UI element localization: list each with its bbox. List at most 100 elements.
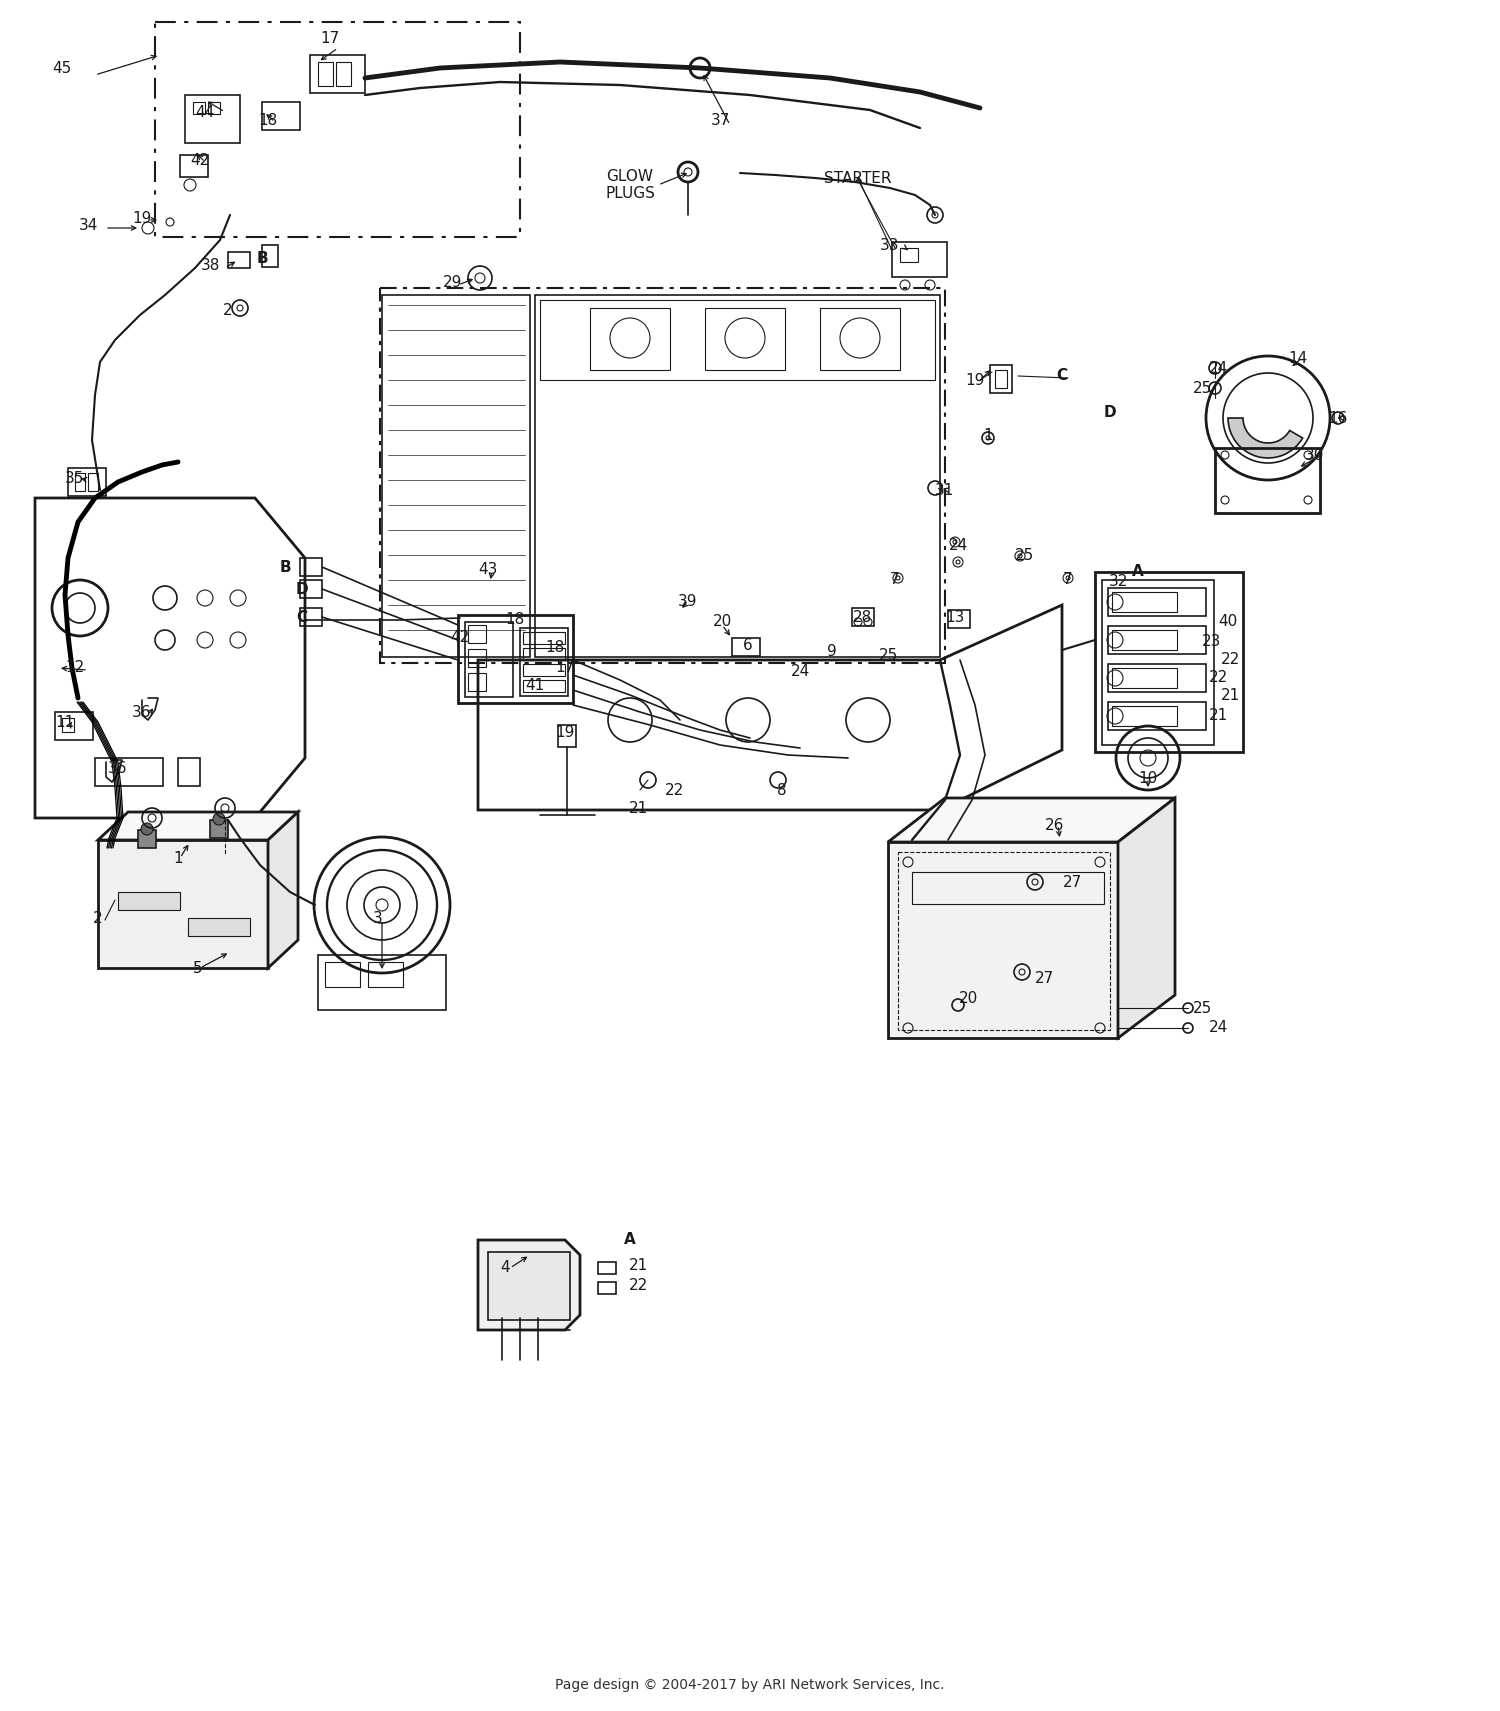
Bar	[75, 472, 86, 491]
Bar	[990, 364, 1012, 394]
Bar	[898, 852, 1110, 1030]
Text: 18: 18	[506, 613, 525, 628]
Polygon shape	[268, 813, 298, 968]
Bar	[300, 607, 322, 626]
Bar	[228, 252, 251, 269]
Bar	[1108, 626, 1206, 654]
Bar	[178, 758, 200, 785]
Text: 24: 24	[1209, 1020, 1227, 1035]
Text: STARTER: STARTER	[825, 171, 891, 185]
Text: 34: 34	[78, 217, 98, 233]
Bar	[590, 308, 670, 370]
Text: 38: 38	[201, 257, 219, 272]
Text: 8: 8	[777, 782, 788, 797]
Bar	[262, 245, 278, 267]
Bar	[118, 891, 180, 910]
Text: 4: 4	[500, 1261, 510, 1275]
Polygon shape	[888, 797, 1174, 842]
Bar	[732, 638, 760, 655]
Text: 21: 21	[628, 1258, 648, 1273]
Bar	[194, 103, 206, 115]
Text: 39: 39	[678, 594, 698, 609]
Text: 23: 23	[1203, 635, 1221, 650]
Text: 27: 27	[1062, 874, 1082, 890]
Bar	[524, 679, 566, 691]
Bar	[558, 725, 576, 748]
Polygon shape	[888, 842, 1118, 1039]
Text: 7: 7	[890, 573, 900, 587]
Text: 45: 45	[53, 60, 72, 75]
Text: B: B	[279, 561, 291, 575]
Bar	[1108, 664, 1206, 691]
Text: 42: 42	[190, 152, 210, 168]
Bar	[310, 55, 364, 92]
Text: 19: 19	[132, 210, 152, 226]
Bar	[210, 820, 228, 838]
Text: 22: 22	[1221, 652, 1239, 667]
Bar	[598, 1263, 616, 1275]
Bar	[94, 758, 164, 785]
Bar	[180, 156, 209, 176]
Text: 30: 30	[1305, 448, 1324, 462]
Text: 12: 12	[66, 660, 84, 676]
Text: 41: 41	[525, 678, 544, 693]
Text: 24: 24	[948, 537, 968, 553]
Circle shape	[141, 823, 153, 835]
Bar	[598, 1282, 616, 1294]
Bar	[524, 631, 566, 643]
Bar	[468, 672, 486, 691]
Bar	[300, 580, 322, 599]
Text: 21: 21	[1209, 708, 1227, 722]
Text: C: C	[297, 611, 307, 626]
Text: 14: 14	[1288, 351, 1308, 366]
Bar	[468, 648, 486, 667]
Text: 37: 37	[711, 113, 729, 128]
Bar	[56, 712, 93, 739]
Text: 42: 42	[450, 630, 470, 645]
Text: 3: 3	[374, 910, 382, 926]
Bar	[318, 62, 333, 86]
Text: 35: 35	[66, 471, 84, 486]
Bar	[852, 607, 874, 626]
Text: B: B	[256, 250, 268, 265]
Bar	[1108, 702, 1206, 731]
Text: D: D	[1104, 404, 1116, 419]
Bar	[994, 370, 1006, 388]
Bar	[900, 248, 918, 262]
Text: 18: 18	[258, 113, 278, 128]
Text: C: C	[1056, 368, 1068, 383]
Text: 22: 22	[666, 782, 684, 797]
Polygon shape	[1118, 797, 1174, 1039]
Text: 2: 2	[224, 303, 232, 318]
Text: 19: 19	[555, 724, 574, 739]
Text: 9: 9	[827, 645, 837, 659]
Text: 16: 16	[1329, 411, 1347, 426]
Bar	[948, 611, 970, 628]
Bar	[68, 469, 106, 496]
Bar	[892, 241, 946, 277]
Bar	[300, 558, 322, 577]
Bar	[821, 308, 900, 370]
Text: GLOW
PLUGS: GLOW PLUGS	[604, 169, 656, 202]
Bar	[318, 955, 446, 1009]
Text: 36: 36	[108, 760, 128, 775]
Text: 27: 27	[1035, 970, 1054, 986]
Polygon shape	[98, 840, 268, 968]
Text: A: A	[624, 1232, 636, 1247]
Bar	[1215, 448, 1320, 513]
Text: 25: 25	[879, 647, 897, 662]
Text: D: D	[296, 582, 309, 597]
Bar	[382, 294, 530, 657]
Text: 2: 2	[93, 910, 104, 926]
Text: 20: 20	[958, 991, 978, 1006]
Text: 29: 29	[444, 274, 462, 289]
Bar	[540, 299, 934, 380]
Text: 22: 22	[1209, 671, 1227, 686]
Text: 22: 22	[628, 1278, 648, 1292]
Bar	[520, 628, 568, 696]
Text: 1: 1	[982, 428, 993, 443]
Bar	[468, 625, 486, 643]
Bar	[1102, 580, 1214, 744]
Bar	[209, 103, 220, 115]
Text: 44: 44	[195, 104, 214, 120]
